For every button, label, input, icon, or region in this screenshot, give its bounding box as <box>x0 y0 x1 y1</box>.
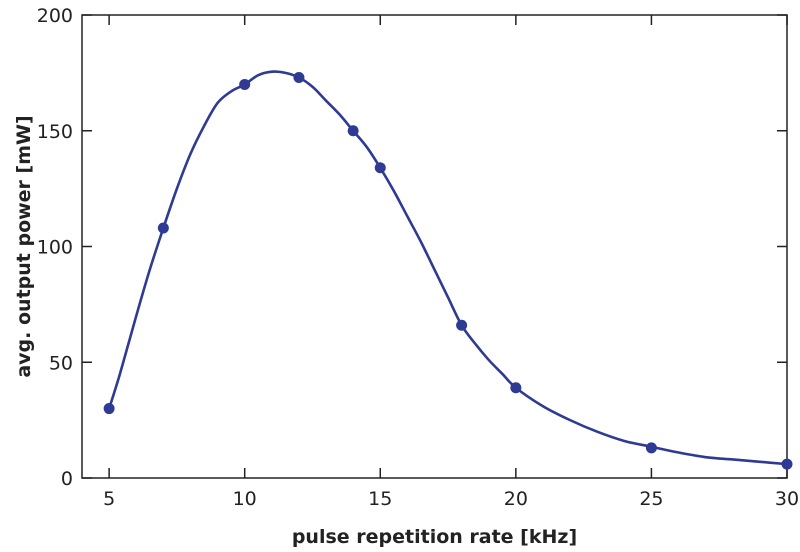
y-tick-label: 0 <box>61 468 73 490</box>
x-axis-title: pulse repetition rate [kHz] <box>292 526 577 548</box>
plot-area <box>81 14 788 479</box>
x-tick-label: 25 <box>639 488 663 510</box>
y-tick-label: 100 <box>37 237 73 259</box>
data-point <box>781 458 793 470</box>
x-tick-label: 10 <box>233 488 257 510</box>
x-tick-label: 30 <box>775 488 799 510</box>
data-point <box>239 78 251 90</box>
x-tick-label: 5 <box>103 488 115 510</box>
data-point <box>456 319 468 331</box>
y-axis-ticks: 0 50 100 150 200 <box>37 5 787 490</box>
x-tick-label: 20 <box>504 488 528 510</box>
data-point <box>293 72 305 84</box>
y-axis-title: avg. output power [mW] <box>13 115 35 377</box>
data-point <box>510 382 522 394</box>
data-point <box>347 125 359 137</box>
y-tick-label: 150 <box>37 121 73 143</box>
y-tick-label: 50 <box>49 352 73 374</box>
data-point <box>374 162 386 174</box>
series-layer <box>103 70 793 470</box>
y-tick-label: 200 <box>37 5 73 27</box>
x-tick-label: 15 <box>368 488 392 510</box>
data-point <box>157 222 169 234</box>
data-point <box>103 403 115 415</box>
x-axis-ticks: 5 10 15 20 25 30 <box>103 15 799 510</box>
data-point <box>645 442 657 454</box>
